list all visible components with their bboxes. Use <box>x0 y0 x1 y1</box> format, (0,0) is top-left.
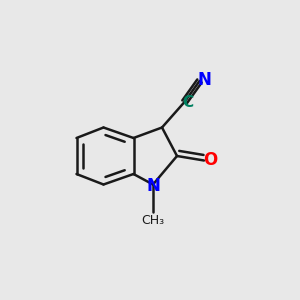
Text: C: C <box>182 95 194 110</box>
Text: CH₃: CH₃ <box>141 214 165 227</box>
Text: N: N <box>147 177 161 195</box>
Text: N: N <box>197 71 211 89</box>
Text: O: O <box>203 151 218 169</box>
